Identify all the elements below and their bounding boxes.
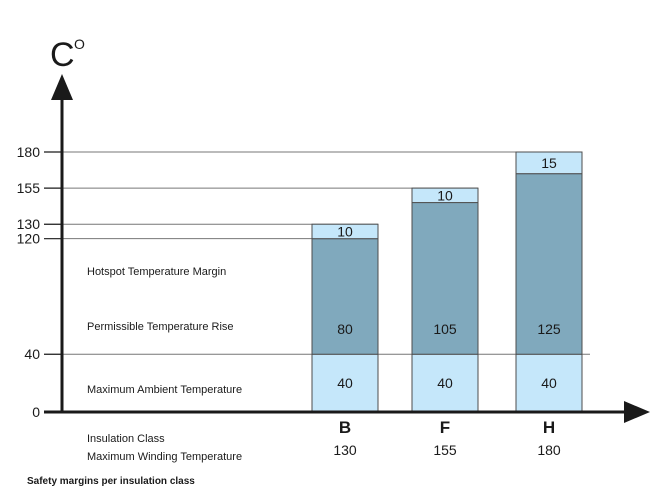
y-tick-label-155: 155 xyxy=(17,180,41,196)
value-label-H-0: 40 xyxy=(541,375,557,391)
axes xyxy=(44,74,650,423)
value-label-F-0: 40 xyxy=(437,375,453,391)
value-label-F-2: 10 xyxy=(437,187,453,203)
y-tick-label-40: 40 xyxy=(24,346,40,362)
insulation-class-label: Insulation Class xyxy=(87,433,165,445)
bar-H-segment-0 xyxy=(515,353,583,413)
value-label-H-2: 15 xyxy=(541,155,557,171)
winding-value-H: 180 xyxy=(537,442,561,458)
class-label-H: H xyxy=(543,418,555,437)
y-tick-label-130: 130 xyxy=(17,216,41,232)
winding-temperature-label: Maximum Winding Temperature xyxy=(87,451,242,463)
category-labels: B 130 F 155 H 180 xyxy=(333,418,561,458)
y-tick-label-0: 0 xyxy=(32,404,40,420)
bar-B-segment-2 xyxy=(311,223,379,240)
value-label-B-1: 80 xyxy=(337,321,353,337)
y-tick-label-180: 180 xyxy=(17,144,41,160)
bars xyxy=(311,151,583,413)
value-labels: 40 80 10 40 105 10 40 125 15 xyxy=(337,155,561,391)
bar-F-segment-2 xyxy=(411,187,479,204)
unit-superscript: O xyxy=(74,36,85,52)
x-axis-arrow-icon xyxy=(624,401,650,423)
bar-F-segment-0 xyxy=(411,353,479,413)
value-label-H-1: 125 xyxy=(537,321,561,337)
value-label-B-2: 10 xyxy=(337,223,353,239)
bar-B-segment-0 xyxy=(311,353,379,413)
y-tick-label-120: 120 xyxy=(17,231,41,247)
class-label-B: B xyxy=(339,418,351,437)
bar-B-segment-1 xyxy=(311,238,379,355)
class-label-F: F xyxy=(440,418,450,437)
y-axis-arrow-icon xyxy=(51,74,73,100)
series-label-rise: Permissible Temperature Rise xyxy=(87,321,234,333)
row-labels: Hotspot Temperature Margin Permissible T… xyxy=(87,266,242,463)
winding-value-F: 155 xyxy=(433,442,457,458)
series-label-ambient: Maximum Ambient Temperature xyxy=(87,384,242,396)
winding-value-B: 130 xyxy=(333,442,357,458)
bar-H-segment-2 xyxy=(515,151,583,175)
bar-F-segment-1 xyxy=(411,202,479,355)
series-label-hotspot: Hotspot Temperature Margin xyxy=(87,266,226,278)
chart-caption: Safety margins per insulation class xyxy=(27,476,195,487)
value-label-F-1: 105 xyxy=(433,321,457,337)
unit-label: C xyxy=(50,36,75,74)
value-label-B-0: 40 xyxy=(337,375,353,391)
